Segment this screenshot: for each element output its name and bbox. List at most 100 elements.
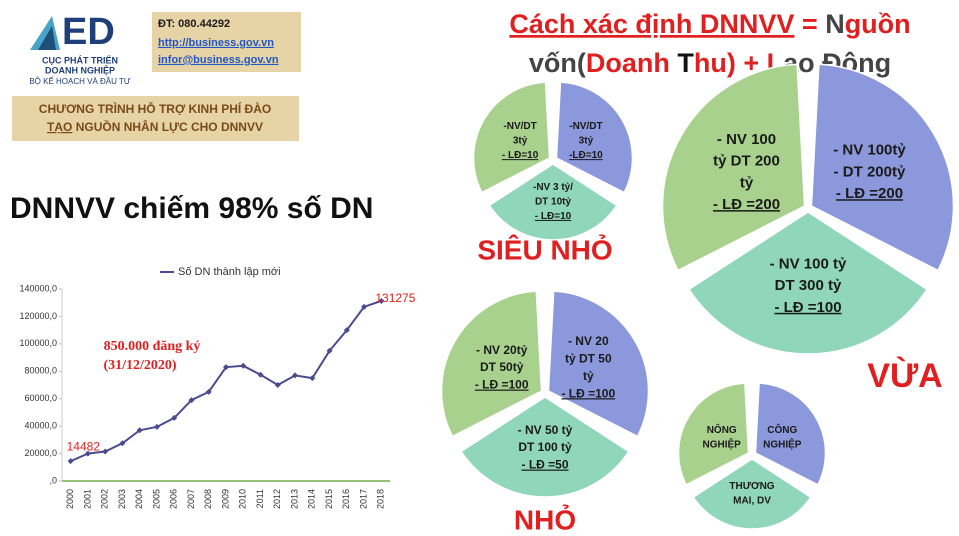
x-tick-label: 2010 [238, 489, 248, 509]
segment-text: DT 10tỷ [535, 196, 572, 207]
segment-text: - LĐ=10 [502, 150, 539, 161]
segment-text: NGHIỆP [703, 437, 742, 450]
x-tick-label: 2008 [203, 489, 213, 509]
cycle-segment [440, 290, 543, 438]
segment-text: tỷ DT 50 [565, 351, 612, 365]
cycle-segment [488, 163, 618, 241]
cycle-segment [692, 458, 812, 530]
website[interactable]: http://business.gov.vn [158, 37, 274, 49]
segment-text: - NV 50 tỷ [518, 423, 573, 437]
y-tick-label: 80000,0 [24, 366, 57, 376]
program-title: CHƯƠNG TRÌNH HỖ TRỢ KINH PHÍ ĐÀO [39, 101, 271, 116]
y-tick-label: 140000,0 [19, 283, 57, 293]
org-name: CỤC PHÁT TRIỂN [42, 54, 118, 65]
segment-text: - LĐ =100 [475, 378, 529, 392]
data-point [361, 303, 368, 310]
annotation: (31/12/2020) [103, 358, 176, 373]
segment-text: DT 100 tỷ [518, 440, 572, 454]
segment-text: - LĐ =100 [774, 299, 841, 316]
segment-text: - LĐ=10 [535, 211, 572, 222]
data-point [102, 448, 109, 455]
x-tick-label: 2017 [358, 489, 368, 509]
cycle-segment [687, 211, 929, 355]
x-tick-label: 2000 [65, 489, 75, 509]
data-point [153, 423, 160, 430]
phone: ĐT: 080.44292 [158, 18, 230, 30]
definition-part: T [677, 48, 694, 78]
segment-text: - NV 100tỷ [833, 142, 906, 159]
segment-text: - NV 100 tỷ [770, 255, 847, 272]
segment-text: -NV/DT [569, 121, 602, 132]
x-tick-label: 2003 [117, 489, 127, 509]
data-point [257, 371, 264, 378]
x-tick-label: 2014 [307, 489, 317, 509]
definition-part: guồn [845, 9, 911, 39]
y-tick-label: ,0 [49, 475, 57, 485]
email[interactable]: infor@business.gov.vn [158, 54, 279, 66]
data-point [171, 414, 178, 421]
data-line [70, 300, 382, 463]
segment-text: - NV 20tỷ [476, 343, 528, 357]
org-name: DOANH NGHIỆP [45, 64, 115, 75]
x-tick-label: 2006 [169, 489, 179, 509]
x-tick-label: 2009 [220, 489, 230, 509]
x-tick-label: 2012 [272, 489, 282, 509]
data-point [292, 372, 299, 379]
data-point [223, 364, 229, 371]
segment-text: - NV 100 [717, 131, 776, 148]
definition-part: Cách xác định DNNVV [509, 9, 794, 39]
diagrams: -NV/DT 3tỷ -LĐ=10 -NV 3 tỷ/DT 10tỷ - LĐ=10 -N… [440, 63, 955, 535]
x-tick-label: 2015 [324, 489, 334, 509]
segment-text: -NV/DT [503, 121, 536, 132]
program-box [12, 96, 299, 141]
x-tick-label: 2007 [186, 489, 196, 509]
x-tick-label: 2018 [376, 489, 386, 509]
definition-part: Doanh [586, 48, 678, 78]
group-label: VỪA [867, 357, 942, 395]
program-title: TẠO NGUỒN NHÂN LỰC CHO DNNVV [47, 119, 263, 134]
segment-text: - LĐ =200 [836, 185, 903, 202]
cycle-segment [472, 81, 551, 194]
segment-text: DT 50tỷ [480, 360, 524, 374]
data-point [205, 388, 212, 395]
data-point [378, 297, 385, 304]
segment-text: NGHIỆP [763, 437, 802, 450]
x-tick-label: 2001 [82, 489, 92, 509]
segment-text: -NV 3 tỷ/ [533, 182, 573, 193]
program-title-part: TẠO [47, 120, 72, 134]
definition-part: vốn( [529, 48, 586, 78]
segment-text: 3tỷ [579, 136, 594, 147]
segment-text: NÔNG [707, 423, 737, 436]
cycle-segment [677, 382, 750, 486]
segment-text: - LĐ =100 [561, 386, 615, 400]
ministry: BỘ KẾ HOẠCH VÀ ĐẦU TƯ [29, 76, 131, 86]
data-point [343, 327, 350, 334]
y-tick-label: 40000,0 [24, 421, 57, 431]
segment-text: tỷ [583, 369, 594, 383]
segment-text: 3tỷ [513, 136, 528, 147]
cycle-segment [661, 63, 806, 272]
program-title-part: NGUỒN NHÂN LỰC CHO DNNVV [72, 119, 263, 134]
cycle-segment [547, 290, 650, 438]
segment-text: tỷ [740, 174, 754, 191]
y-tick-label: 120000,0 [19, 311, 57, 321]
segment-text: tỷ DT 200 [713, 153, 780, 170]
segment-text: THƯƠNG [729, 481, 774, 492]
cycle-segment [810, 63, 955, 272]
definition-part: N [825, 9, 845, 39]
x-tick-label: 2016 [341, 489, 351, 509]
definition-part: = [794, 9, 825, 39]
cycle-segment [754, 382, 827, 486]
data-point [119, 440, 126, 447]
data-point [67, 458, 74, 465]
data-label: 131275 [375, 291, 415, 305]
x-tick-label: 2002 [100, 489, 110, 509]
chart: ,0 20000,0 40000,0 60000,0 80000,0 100000,0 12… [19, 266, 415, 509]
data-point [240, 362, 247, 369]
data-point [274, 382, 281, 388]
segment-text: - NV 20 [568, 334, 609, 348]
y-tick-label: 20000,0 [24, 448, 57, 458]
data-point [136, 427, 143, 434]
data-point [188, 397, 195, 404]
